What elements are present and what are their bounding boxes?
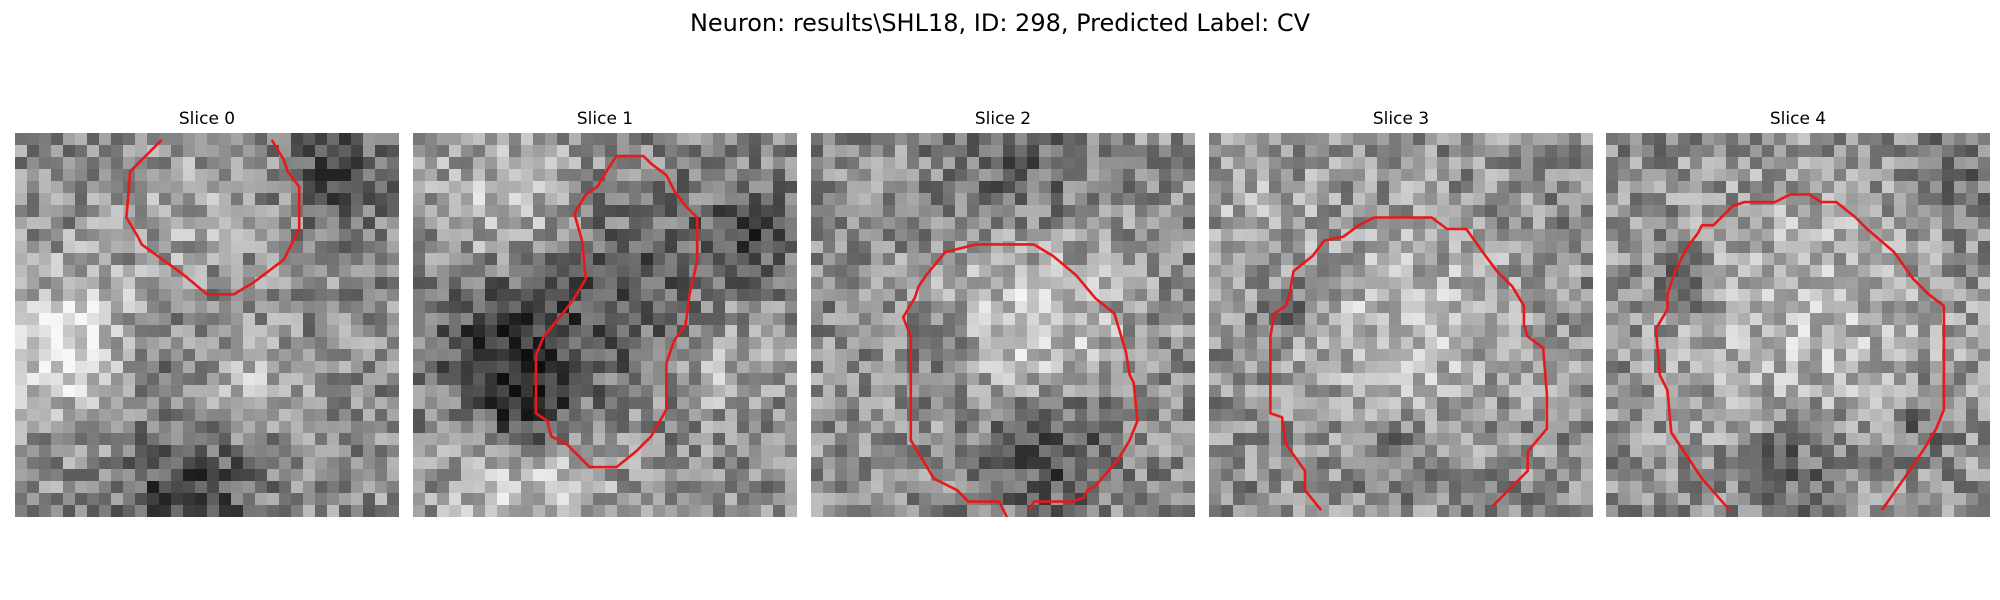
pixel-grid: [1606, 133, 1990, 517]
slice-image-4: [1606, 133, 1990, 517]
slice-title: Slice 2: [974, 109, 1032, 129]
slice-panel-2: Slice 2: [811, 108, 1195, 518]
slice-title: Slice 0: [178, 109, 236, 129]
pixel-grid: [811, 133, 1195, 517]
contour-line: [901, 243, 1139, 517]
slice-image-3: [1209, 133, 1593, 517]
pixel-grid: [1209, 133, 1593, 517]
slice-panel-4: Slice 4: [1606, 108, 1990, 518]
slice-panel-3: Slice 3: [1209, 108, 1593, 518]
slice-image-1: [413, 133, 797, 517]
slice-image-0: [15, 133, 399, 517]
contour-line: [1654, 193, 1946, 511]
contour-line: [125, 139, 301, 296]
slice-panel-1: Slice 1: [413, 108, 797, 518]
contour-line: [534, 154, 699, 469]
slice-panel-0: Slice 0: [15, 108, 399, 518]
pixel-grid: [15, 133, 399, 517]
pixel-grid: [413, 133, 797, 517]
contour-line: [1269, 216, 1549, 511]
figure-title: Neuron: results\SHL18, ID: 298, Predicte…: [689, 9, 1311, 37]
slice-title: Slice 4: [1769, 109, 1827, 129]
slice-image-2: [811, 133, 1195, 517]
slice-title: Slice 1: [576, 109, 634, 129]
slice-title: Slice 3: [1372, 109, 1430, 129]
